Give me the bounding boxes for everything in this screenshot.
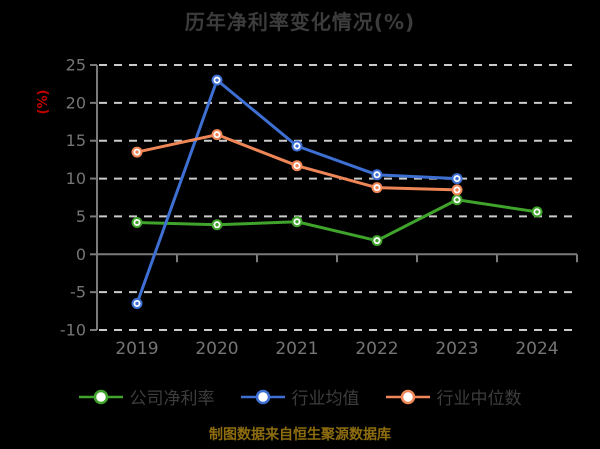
legend-marker-orange [385,389,430,404]
series-line [135,78,459,305]
legend-label: 公司净利率 [129,389,215,409]
x-tick-label: 2021 [275,339,318,359]
data-source-note: 制图数据来自恒生聚源数据库 [209,427,391,443]
data-point-center [135,301,139,306]
legend-label: 行业均值 [291,389,360,409]
data-point-center [215,223,219,227]
data-point-center [135,220,139,225]
legend-label: 行业中位数 [436,389,522,409]
data-point-center [535,210,539,214]
x-tick-label: 2020 [195,339,238,359]
y-tick-label: -5 [70,283,86,302]
x-tick-label: 2022 [355,339,398,359]
legend-marker-green [78,389,123,404]
data-point-center [455,198,459,202]
data-point-center [295,220,299,224]
y-tick-label: 0 [76,245,86,264]
y-tick-label: 10 [66,169,86,188]
legend-item-industry-mean[interactable]: 行业均值 [240,384,360,409]
data-point-center [455,176,459,181]
y-tick-label: -10 [60,321,86,340]
data-point-center [295,144,299,148]
legend-marker-blue [240,389,285,404]
chart-title: 历年净利率变化情况(%) [184,10,416,34]
y-axis-title: (%) [36,90,51,115]
data-point-center [295,164,299,168]
data-point-center [375,185,379,190]
x-tick-label: 2024 [515,339,558,359]
y-tick-label: 5 [76,207,86,226]
x-tick-label: 2019 [115,339,158,359]
data-point-center [375,238,379,243]
data-point-center [375,173,379,177]
legend-item-company-net-margin[interactable]: 公司净利率 [78,384,215,409]
data-point-center [215,78,219,82]
y-tick-label: 15 [66,131,86,150]
y-tick-label: 20 [66,93,86,112]
data-point-center [455,188,459,192]
line-chart-plot: (%) 25 20 15 10 5 0 -5 -10 2019 2020 2021 2022 2023 2… [36,56,578,359]
x-tick-label: 2023 [435,339,478,359]
data-point-center [215,132,219,137]
legend-item-industry-median[interactable]: 行业中位数 [385,384,522,409]
y-tick-label: 25 [66,56,86,75]
series-line [135,198,539,243]
data-point-center [135,150,139,154]
legend: 公司净利率 行业均值 行业中位数 [0,384,600,409]
